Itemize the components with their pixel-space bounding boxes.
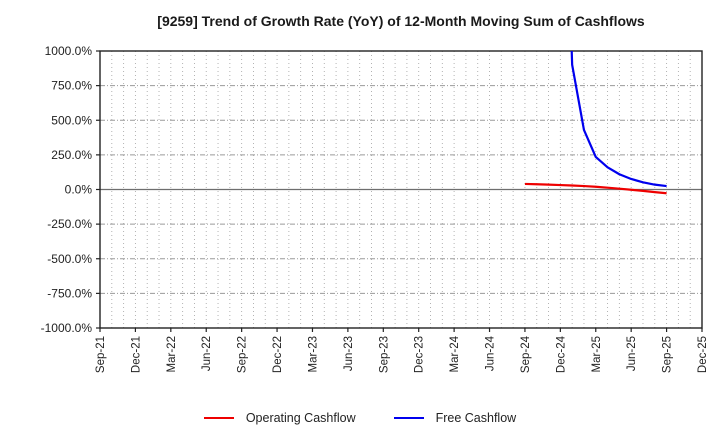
free-cashflow-line-swatch: [393, 417, 424, 419]
y-tick-label: -750.0%: [47, 286, 92, 300]
legend-item-free-cashflow: Free Cashflow: [393, 411, 517, 425]
y-tick-label: 1000.0%: [45, 44, 93, 58]
y-tick-label: -500.0%: [47, 252, 92, 266]
x-tick-label: Mar-22: [166, 336, 178, 372]
x-tick-label: Sep-25: [662, 336, 674, 373]
x-tick-label: Dec-23: [414, 336, 426, 373]
plot-border: [99, 50, 703, 329]
x-tick-label: Mar-25: [591, 336, 603, 372]
legend-label: Free Cashflow: [435, 411, 517, 425]
x-tick-label: Mar-23: [307, 336, 319, 372]
y-tick-label: 250.0%: [51, 148, 92, 162]
y-tick-label: -1000.0%: [41, 321, 93, 335]
legend-item-operating-cashflow: Operating Cashflow: [203, 411, 356, 425]
x-tick-label: Dec-22: [272, 336, 284, 373]
x-tick-label: Mar-24: [449, 335, 461, 372]
x-tick-label: Sep-23: [378, 336, 390, 373]
x-tick-label: Jun-22: [201, 336, 213, 371]
x-tick-label: Dec-21: [130, 336, 142, 373]
legend-label: Operating Cashflow: [245, 411, 356, 425]
y-tick-label: 500.0%: [51, 113, 92, 127]
free-cashflow-line: [570, 51, 667, 188]
operating-cashflow-line-swatch: [203, 417, 234, 419]
x-tick-label: Sep-22: [237, 336, 249, 373]
y-tick-label: 750.0%: [51, 79, 92, 93]
chart-title: [9259] Trend of Growth Rate (YoY) of 12-…: [157, 13, 645, 29]
y-tick-label: -250.0%: [47, 217, 92, 231]
x-tick-label: Jun-24: [485, 335, 497, 371]
x-tick-label: Sep-21: [95, 336, 107, 373]
chart-legend: Operating Cashflow Free Cashflow: [0, 405, 720, 431]
x-tick-label: Jun-25: [626, 336, 638, 371]
y-tick-label: 0.0%: [65, 183, 93, 197]
x-tick-label: Dec-25: [697, 336, 709, 373]
operating-cashflow-line: [524, 182, 667, 195]
x-tick-label: Sep-24: [520, 335, 532, 373]
x-tick-label: Jun-23: [343, 336, 355, 371]
x-tick-label: Dec-24: [555, 335, 567, 373]
